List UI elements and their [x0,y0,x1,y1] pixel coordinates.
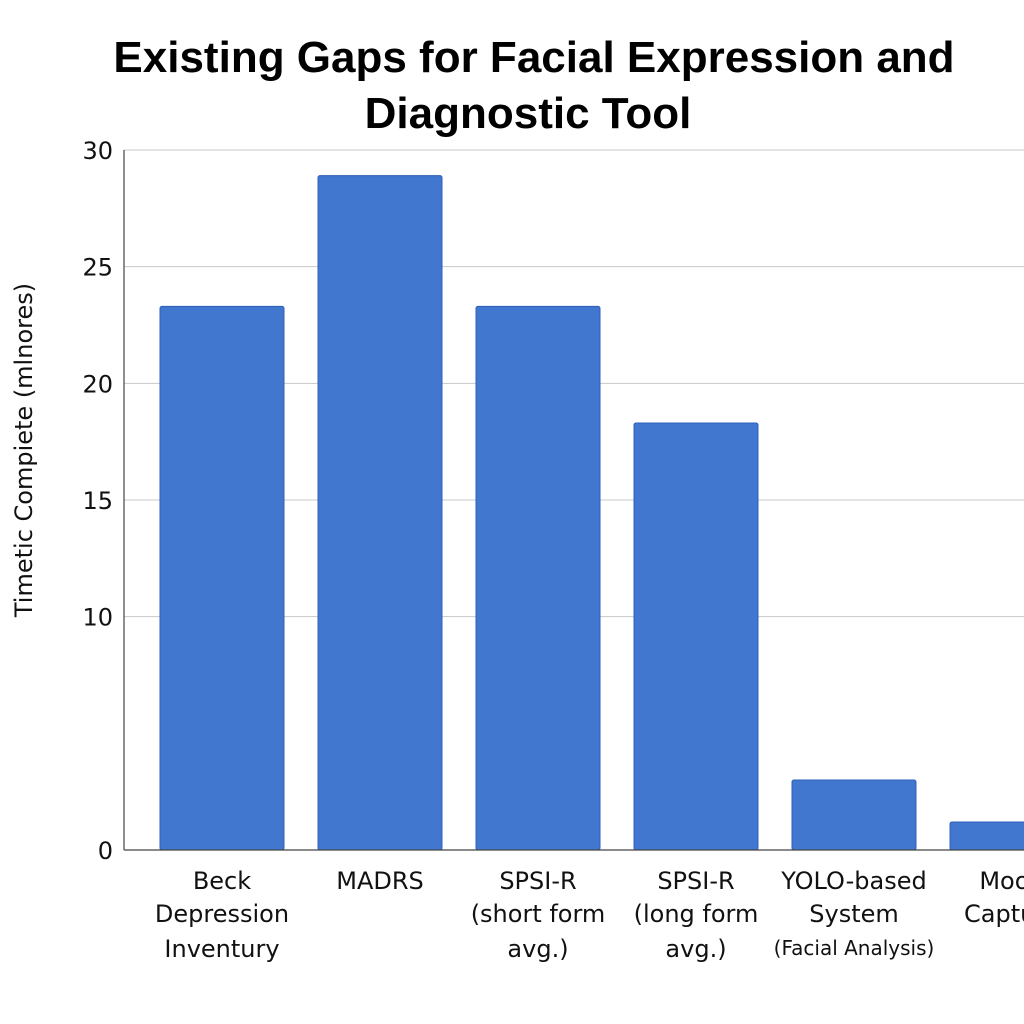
x-tick-label: Mood [979,867,1024,895]
y-tick-label: 20 [82,370,113,398]
y-tick-label: 15 [82,487,113,515]
bar [475,305,601,851]
bar [633,422,759,851]
x-tick-label: Captura [964,900,1024,928]
x-tick-label: Depression [155,900,289,928]
x-axis-labels: Beck Depression Inventury MADRS SPSI-R (short… [155,867,1024,963]
x-tick-label: (Facial Analysis) [774,936,935,960]
y-tick-label: 0 [98,837,113,865]
x-tick-label: Beck [193,867,251,895]
x-tick-label: avg.) [665,935,726,963]
chart-title-line-1: Existing Gaps for Facial Expression and [113,33,954,82]
bar [317,175,443,851]
bar [791,779,917,851]
x-tick-label: Inventury [164,935,279,963]
x-tick-label: avg.) [507,935,568,963]
bar [949,821,1024,851]
x-tick-label: (short form [471,900,606,928]
x-tick-label: SPSI-R [657,867,734,895]
x-tick-label: System [809,900,899,928]
y-tick-label: 10 [82,604,113,632]
y-axis-label: Timetic Compiete (mlnores) [10,283,38,618]
x-tick-label: (long form [634,900,759,928]
bar [159,305,285,851]
y-axis-ticks: 0 10 15 20 25 30 [82,137,113,865]
bars [159,175,1024,851]
chart-title-line-2: Diagnostic Tool [365,89,692,138]
y-tick-label: 30 [82,137,113,165]
x-tick-label: SPSI-R [499,867,576,895]
y-tick-label: 25 [82,254,113,282]
x-tick-label: YOLO-based [780,867,926,895]
x-tick-label: MADRS [336,867,424,895]
